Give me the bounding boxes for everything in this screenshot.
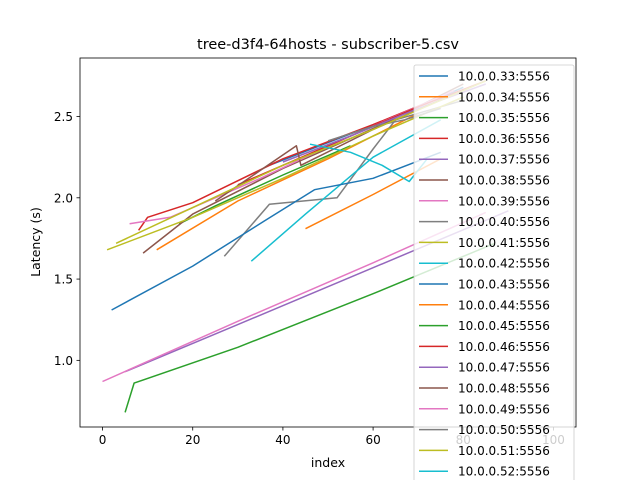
- legend-label-9: 10.0.0.41:5556: [458, 236, 550, 250]
- y-tick-label: 2.5: [54, 110, 73, 124]
- legend-label-16: 10.0.0.48:5556: [458, 382, 550, 396]
- legend-label-14: 10.0.0.46:5556: [458, 340, 550, 354]
- legend-label-2: 10.0.0.34:5556: [458, 90, 550, 104]
- legend-label-1: 10.0.0.33:5556: [458, 70, 550, 84]
- legend-label-8: 10.0.0.40:5556: [458, 215, 550, 229]
- legend-label-4: 10.0.0.36:5556: [458, 132, 550, 146]
- y-tick-label: 1.5: [54, 273, 73, 287]
- series-line-11: [111, 151, 441, 311]
- series-line-4: [137, 96, 441, 231]
- y-axis: 1.0 1.5 2.0 2.5: [54, 110, 80, 368]
- legend-label-17: 10.0.0.49:5556: [458, 402, 550, 416]
- x-tick-label: 60: [365, 433, 380, 447]
- legend-label-3: 10.0.0.35:5556: [458, 111, 550, 125]
- plot-frame: [79, 57, 577, 428]
- legend-box: [413, 64, 575, 485]
- legend-label-18: 10.0.0.50:5556: [458, 423, 550, 437]
- legend-label-13: 10.0.0.45:5556: [458, 319, 550, 333]
- legend-label-11: 10.0.0.43:5556: [458, 278, 550, 292]
- legend-label-12: 10.0.0.44:5556: [458, 298, 550, 312]
- legend-label-19: 10.0.0.51:5556: [458, 444, 550, 458]
- legend-label-15: 10.0.0.47:5556: [458, 361, 550, 375]
- chart-title: tree-d3f4-64hosts - subscriber-5.csv: [197, 37, 459, 53]
- legend-label-5: 10.0.0.37:5556: [458, 153, 550, 167]
- legend-label-10: 10.0.0.42:5556: [458, 257, 550, 271]
- y-axis-label: Latency (s): [28, 207, 43, 277]
- legend-label-20: 10.0.0.52:5556: [458, 465, 550, 479]
- legend-label-6: 10.0.0.38:5556: [458, 174, 550, 188]
- series-line-10: [250, 119, 442, 262]
- series-line-8: [223, 99, 464, 257]
- x-tick-label: 0: [99, 433, 107, 447]
- x-axis-label: index: [311, 455, 345, 470]
- y-tick-label: 2.0: [54, 191, 73, 205]
- legend-label-7: 10.0.0.39:5556: [458, 194, 550, 208]
- series-line-9: [106, 96, 464, 251]
- y-tick-label: 1.0: [54, 354, 73, 368]
- series-line-19: [115, 80, 487, 244]
- legend: 10.0.0.33:5556 10.0.0.34:5556 10.0.0.35:55…: [413, 64, 575, 485]
- x-tick-label: 20: [185, 433, 200, 447]
- x-tick-label: 40: [275, 433, 290, 447]
